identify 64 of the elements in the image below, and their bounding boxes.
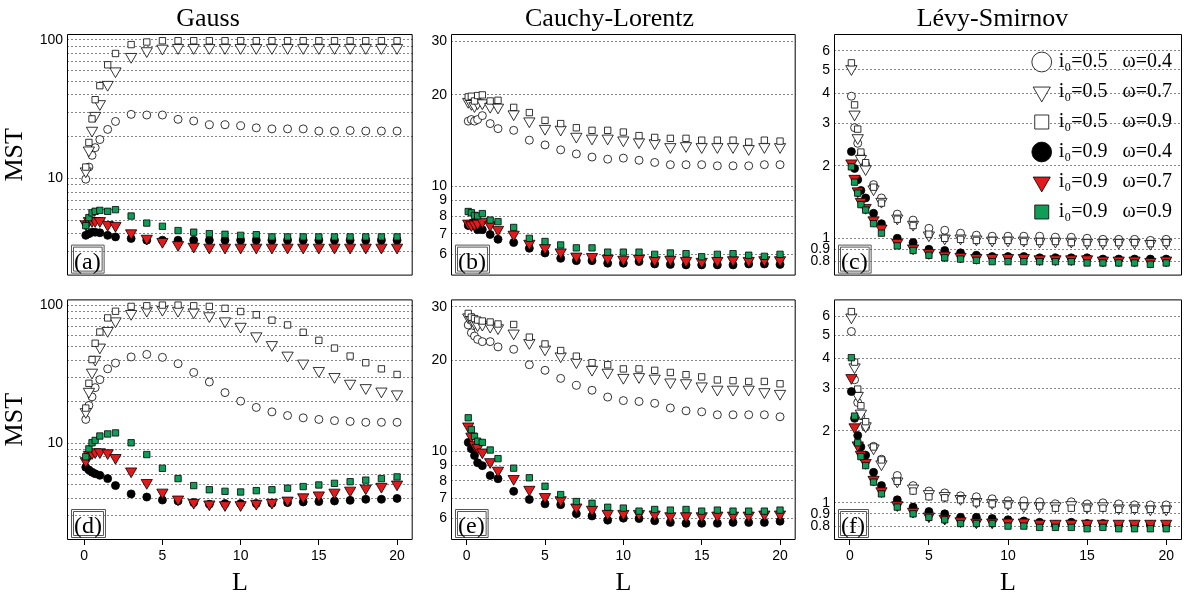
y-tick-label: 6: [822, 307, 831, 324]
legend-label: i₀=0.9 ω=0.9: [1058, 199, 1173, 222]
legend-label: i₀=0.5 ω=0.7: [1058, 79, 1173, 102]
y-axis-title: MST: [0, 392, 29, 447]
annotation: (e): [458, 512, 485, 538]
y-tick-label: 5: [822, 60, 831, 77]
x-tick-label: 10: [615, 547, 632, 564]
chart-title: Cauchy-Lorentz: [525, 2, 694, 32]
chart-title: Lévy-Smirnov: [916, 2, 1069, 32]
chart-title: Gauss: [176, 2, 240, 32]
x-tick-label: 20: [1158, 547, 1175, 564]
y-tick-label: 8: [439, 471, 448, 488]
y-tick-label: 2: [822, 156, 831, 173]
y-tick-label: 10: [47, 434, 64, 451]
y-tick-label: 6: [439, 509, 448, 526]
y-tick-label: 100: [39, 30, 64, 47]
legend-label: i₀=0.9 ω=0.4: [1058, 139, 1173, 162]
y-tick-label: 100: [39, 295, 64, 312]
y-axis-title: MST: [0, 127, 29, 182]
x-tick-label: 0: [845, 547, 854, 564]
y-tick-label: 4: [822, 349, 831, 366]
x-axis-title: L: [615, 567, 632, 597]
y-tick-label: 9: [439, 456, 448, 473]
y-tick-label: 20: [431, 350, 448, 367]
y-tick-label: 2: [822, 421, 831, 438]
y-tick-label: 10: [431, 177, 448, 194]
y-tick-label: 3: [822, 379, 831, 396]
y-tick-label: 0.8: [810, 252, 831, 269]
y-tick-label: 10: [47, 169, 64, 186]
legend-label: i₀=0.5 ω=0.4: [1058, 49, 1173, 72]
x-tick-label: 15: [1079, 547, 1096, 564]
x-tick-label: 10: [1000, 547, 1016, 564]
annotation: (c): [841, 247, 868, 274]
y-tick-label: 6: [822, 41, 831, 58]
y-tick-label: 30: [431, 32, 448, 49]
annotation: (f): [841, 512, 865, 538]
annotation: (d): [74, 512, 102, 538]
y-tick-label: 8: [439, 206, 448, 223]
annotation: (a): [74, 247, 101, 274]
y-tick-label: 20: [431, 85, 448, 102]
x-axis-title: L: [231, 567, 248, 597]
y-tick-label: 10: [431, 442, 448, 459]
y-tick-label: 9: [439, 191, 448, 208]
x-tick-label: 5: [158, 547, 167, 564]
x-tick-label: 15: [311, 547, 327, 564]
annotation: (b): [458, 247, 486, 274]
x-tick-label: 10: [232, 547, 249, 564]
y-tick-label: 7: [439, 489, 448, 506]
x-tick-label: 0: [80, 547, 89, 564]
x-tick-label: 5: [925, 547, 934, 564]
legend-label: i₀=0.9 ω=0.7: [1058, 169, 1173, 192]
x-tick-label: 20: [772, 547, 789, 564]
x-tick-label: 0: [462, 547, 471, 564]
x-axis-title: L: [1000, 567, 1016, 597]
y-tick-label: 6: [439, 244, 448, 261]
y-tick-label: 30: [431, 297, 448, 314]
y-tick-label: 7: [439, 224, 448, 241]
x-tick-label: 15: [693, 547, 710, 564]
y-tick-label: 5: [822, 326, 831, 343]
y-tick-label: 3: [822, 114, 831, 131]
legend-label: i₀=0.5 ω=0.9: [1058, 109, 1173, 132]
x-tick-label: 5: [541, 547, 550, 564]
x-tick-label: 20: [389, 547, 406, 564]
y-tick-label: 4: [822, 84, 831, 101]
